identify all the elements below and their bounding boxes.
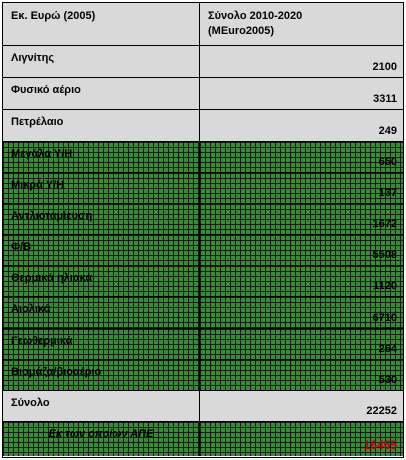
- row-label: Θερμικά ηλιακά: [11, 272, 93, 284]
- table-row: Αιολικά 6710: [3, 297, 403, 329]
- res-label: Εκ των οποίων ΑΠΕ: [48, 428, 154, 440]
- row-value: 1120: [373, 280, 397, 292]
- header-category: Εκ. Ευρώ (2005): [11, 10, 96, 22]
- row-value: 249: [378, 125, 397, 137]
- res-value: 16455: [363, 438, 397, 452]
- total-label: Σύνολο: [11, 397, 50, 409]
- table-row: Βιομάζα/βιοαέριο 530: [3, 360, 403, 391]
- table-row: Αντλιοταμίευση 1672: [3, 204, 403, 235]
- table-row: Λιγνίτης 2100: [3, 46, 403, 78]
- row-value: 1672: [372, 218, 397, 230]
- row-label: Φ/Β: [11, 241, 32, 253]
- total-row: Σύνολο 22252: [3, 391, 403, 422]
- row-label: Βιομάζα/βιοαέριο: [11, 366, 102, 378]
- res-row: Εκ των οποίων ΑΠΕ 16455: [3, 422, 403, 456]
- row-label: Μεγάλα Υ/Η: [11, 148, 73, 160]
- table-row: Φ/Β 5508: [3, 235, 403, 266]
- row-label: Γεωθερμικά: [11, 335, 73, 347]
- header-cell-total: Σύνολο 2010-2020 (MEuro2005): [200, 3, 403, 45]
- header-cell-category: Εκ. Ευρώ (2005): [3, 3, 200, 45]
- row-label: Λιγνίτης: [11, 52, 55, 64]
- row-label: Μικρά Υ/Η: [11, 179, 65, 191]
- row-value: 137: [378, 187, 397, 199]
- row-label: Αντλιοταμίευση: [11, 210, 93, 222]
- table-row: Πετρέλαιο 249: [3, 110, 403, 142]
- table-row: Μεγάλα Υ/Η 650: [3, 142, 403, 173]
- row-value: 530: [378, 374, 397, 386]
- row-value: 2100: [372, 61, 397, 73]
- table-row: Θερμικά ηλιακά 1120: [3, 266, 403, 297]
- row-value: 5508: [372, 249, 397, 261]
- table-row: Φυσικό αέριο 3311: [3, 78, 403, 110]
- total-value: 22252: [366, 405, 397, 417]
- row-label: Αιολικά: [11, 303, 51, 315]
- table-row: Μικρά Υ/Η 137: [3, 173, 403, 204]
- row-value: 264: [378, 343, 397, 355]
- row-value: 6710: [372, 312, 397, 324]
- table-row: Γεωθερμικά 264: [3, 329, 403, 360]
- header-total: Σύνολο 2010-2020 (MEuro2005): [208, 10, 303, 37]
- row-label: Φυσικό αέριο: [11, 84, 81, 96]
- row-label: Πετρέλαιο: [11, 116, 64, 128]
- row-value: 3311: [373, 93, 397, 105]
- row-value: 650: [378, 156, 397, 168]
- header-row: Εκ. Ευρώ (2005) Σύνολο 2010-2020 (MEuro2…: [3, 3, 403, 46]
